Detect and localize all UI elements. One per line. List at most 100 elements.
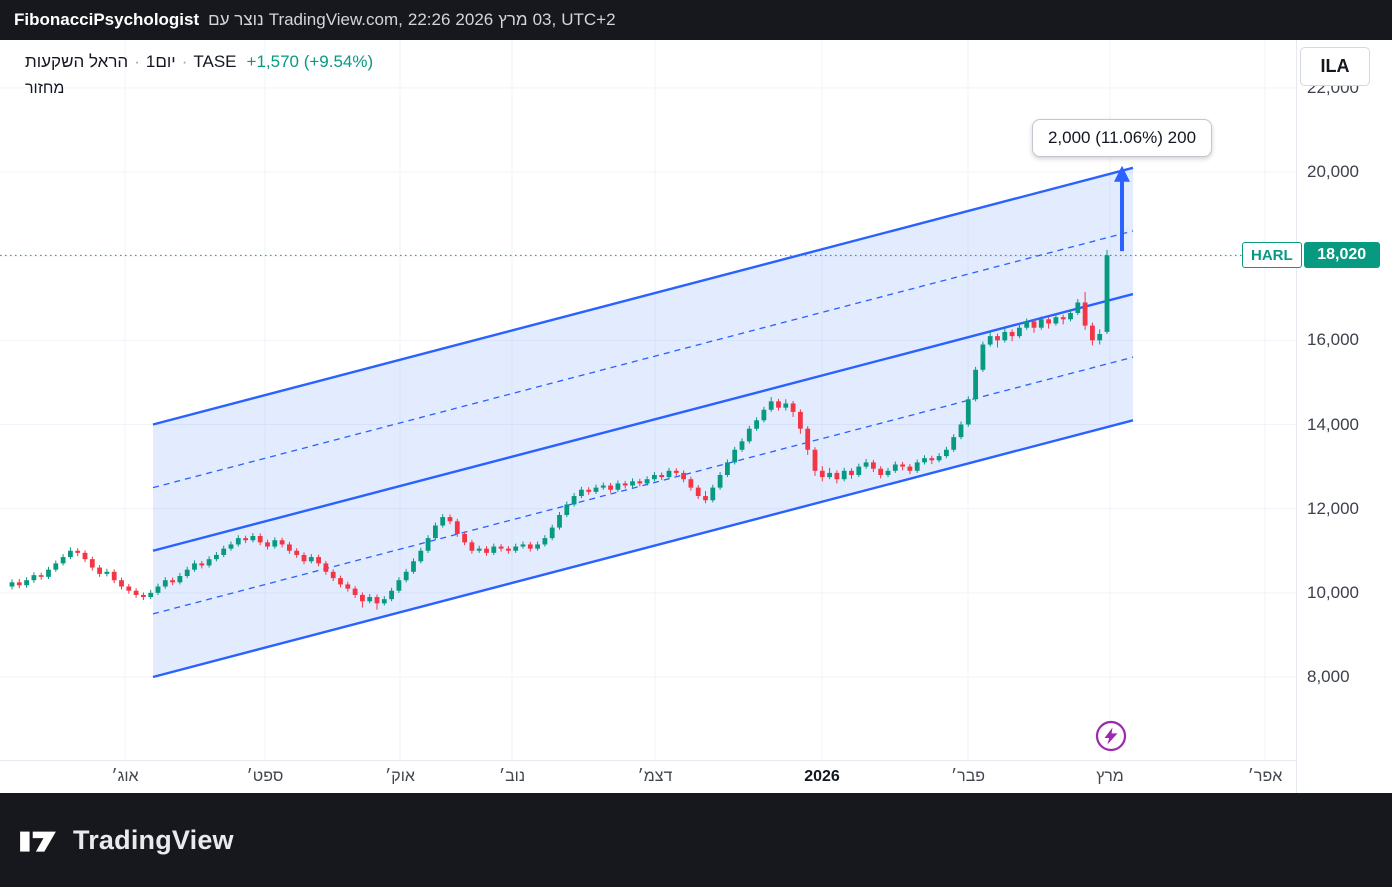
volume-label: מחזור bbox=[25, 80, 64, 97]
candle bbox=[725, 462, 730, 475]
candle bbox=[513, 547, 518, 551]
symbol-legend-row[interactable]: הראל השקעות · 1יום · TASE +1,570 (+9.54%… bbox=[25, 52, 373, 72]
candle bbox=[382, 599, 387, 603]
candle bbox=[455, 521, 460, 534]
candle bbox=[776, 401, 781, 407]
tradingview-attribution[interactable]: TradingView bbox=[0, 793, 1392, 887]
candle bbox=[112, 572, 117, 580]
candle bbox=[316, 557, 321, 563]
candle bbox=[908, 467, 913, 471]
candle bbox=[1017, 328, 1022, 336]
legend-separator: · bbox=[134, 52, 140, 72]
symbol-description: הראל השקעות bbox=[25, 52, 128, 72]
price-scale-label: 16,000 bbox=[1307, 330, 1359, 350]
candle bbox=[557, 515, 562, 528]
candle bbox=[937, 456, 942, 460]
candle bbox=[981, 345, 986, 370]
candle bbox=[689, 479, 694, 487]
chart-author: FibonacciPsychologist bbox=[14, 10, 199, 30]
candle bbox=[871, 462, 876, 468]
candle bbox=[214, 555, 219, 559]
last-price-badge: HARL 18,020 bbox=[1242, 242, 1380, 268]
candle bbox=[397, 580, 402, 591]
candle bbox=[39, 575, 44, 577]
candle bbox=[236, 538, 241, 544]
time-axis-label: אוג׳ bbox=[85, 768, 165, 786]
ila-button-label: ILA bbox=[1321, 56, 1350, 77]
footer-bar: TradingView bbox=[0, 793, 1392, 887]
candle bbox=[32, 575, 37, 580]
candle bbox=[791, 403, 796, 411]
price-scale[interactable]: 8,00010,00012,00014,00016,00018,00020,00… bbox=[1296, 40, 1392, 793]
candle bbox=[10, 582, 15, 586]
candle bbox=[623, 483, 628, 485]
candle bbox=[696, 488, 701, 496]
candle bbox=[762, 410, 767, 421]
candle bbox=[324, 563, 329, 571]
candle bbox=[119, 580, 124, 586]
candle bbox=[345, 584, 350, 588]
candle bbox=[433, 526, 438, 539]
candle bbox=[53, 563, 58, 569]
candle bbox=[258, 536, 263, 542]
ila-button[interactable]: ILA bbox=[1300, 47, 1370, 86]
candle bbox=[1032, 321, 1037, 327]
candle bbox=[645, 479, 650, 483]
attribution-year: 2026 bbox=[455, 10, 493, 30]
candle bbox=[835, 473, 840, 479]
candle bbox=[915, 462, 920, 470]
candle bbox=[579, 490, 584, 496]
candle bbox=[966, 399, 971, 424]
candle bbox=[944, 450, 949, 456]
candle bbox=[667, 471, 672, 477]
candle bbox=[827, 473, 832, 477]
time-axis[interactable]: אוג׳ספט׳אוק׳נוב׳דצמ׳2026פבר׳מרץאפר׳ bbox=[0, 760, 1296, 793]
candle bbox=[1068, 313, 1073, 319]
candle bbox=[521, 544, 526, 546]
time-axis-label: פבר׳ bbox=[928, 768, 1008, 786]
candle bbox=[710, 488, 715, 501]
candle bbox=[61, 557, 66, 563]
tradingview-logo-icon bbox=[16, 820, 60, 860]
candle bbox=[1054, 317, 1059, 323]
candle bbox=[1046, 319, 1051, 323]
candle bbox=[586, 490, 591, 492]
attribution-day: 03, bbox=[533, 10, 557, 30]
price-scale-label: 12,000 bbox=[1307, 499, 1359, 519]
candle bbox=[1075, 302, 1080, 313]
candle bbox=[272, 540, 277, 546]
candle bbox=[426, 538, 431, 551]
candle bbox=[24, 580, 29, 585]
candle bbox=[389, 591, 394, 599]
candle bbox=[75, 551, 80, 553]
candle bbox=[995, 336, 1000, 340]
candle bbox=[46, 570, 51, 577]
candle bbox=[900, 464, 905, 466]
candle bbox=[170, 580, 175, 582]
attribution-timezone: UTC+2 bbox=[561, 10, 615, 30]
candle bbox=[652, 475, 657, 479]
symbol-chip: HARL bbox=[1242, 242, 1302, 268]
candle bbox=[630, 481, 635, 485]
attribution-site: TradingView.com, bbox=[269, 10, 403, 30]
candle bbox=[185, 570, 190, 576]
candle bbox=[105, 572, 110, 574]
volume-legend-row[interactable]: מחזור bbox=[25, 80, 64, 98]
candle bbox=[842, 471, 847, 479]
measure-callout[interactable]: 2,000 (11.06%) 200 bbox=[1032, 119, 1212, 157]
candle bbox=[951, 437, 956, 450]
flash-event-icon[interactable] bbox=[1094, 719, 1128, 753]
candle bbox=[83, 553, 88, 559]
candle bbox=[338, 578, 343, 584]
candle bbox=[1097, 334, 1102, 340]
candle bbox=[302, 555, 307, 561]
candle bbox=[1024, 321, 1029, 327]
candle bbox=[805, 429, 810, 450]
candle bbox=[411, 561, 416, 572]
candle bbox=[594, 488, 599, 492]
candle bbox=[988, 336, 993, 344]
candle bbox=[199, 563, 204, 565]
candle bbox=[360, 595, 365, 601]
candle bbox=[813, 450, 818, 471]
candle bbox=[1090, 326, 1095, 341]
